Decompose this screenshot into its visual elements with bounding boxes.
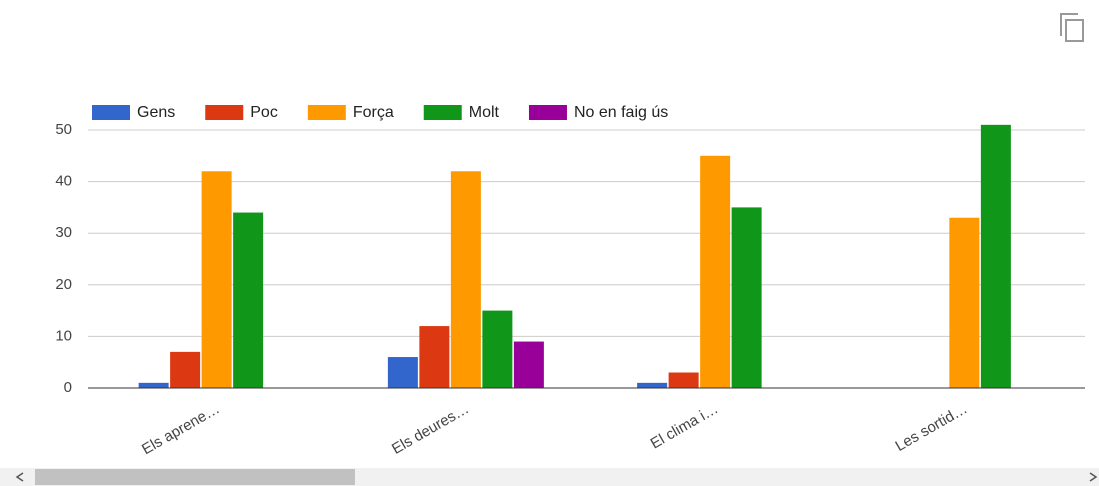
bar (949, 217, 980, 388)
x-tick-label: Els deures… (389, 400, 472, 458)
y-tick-label: 20 (55, 276, 72, 293)
legend-swatch (92, 105, 130, 120)
bar (170, 351, 201, 388)
bar (513, 341, 544, 388)
legend-label: Gens (137, 104, 175, 121)
scrollbar[interactable] (0, 468, 1099, 486)
copy-icon-back[interactable] (1060, 13, 1078, 36)
scroll-left[interactable] (15, 472, 24, 482)
bar (419, 326, 450, 388)
legend-swatch (307, 105, 346, 120)
bar (387, 357, 418, 388)
x-tick-label: El clima i… (648, 400, 721, 452)
y-tick-label: 0 (64, 379, 72, 396)
copy-icon-front[interactable] (1065, 19, 1084, 42)
bar (980, 124, 1011, 388)
legend-label: Molt (469, 104, 500, 121)
legend-label: No en faig ús (574, 104, 668, 121)
bar (637, 382, 668, 388)
legend-label: Poc (250, 104, 278, 121)
scrollbar-thumb[interactable] (35, 469, 355, 485)
legend-swatch (423, 105, 462, 120)
copy-icon[interactable] (1060, 13, 1084, 42)
scroll-right[interactable] (1089, 472, 1098, 482)
bar (668, 372, 699, 388)
y-tick-label: 40 (55, 173, 72, 190)
bar (233, 212, 264, 388)
x-tick-label: Els aprene… (139, 400, 223, 458)
bar (201, 171, 232, 388)
legend-swatch (205, 105, 244, 120)
legend-swatch (528, 105, 567, 120)
bar (731, 207, 762, 388)
x-tick-label: Les sortid… (893, 400, 971, 455)
bar (450, 171, 481, 388)
bar (700, 155, 731, 388)
y-tick-label: 10 (55, 327, 72, 344)
bar (482, 310, 513, 388)
y-tick-label: 50 (55, 121, 72, 138)
legend-label: Força (353, 104, 394, 121)
y-tick-label: 30 (55, 224, 72, 241)
bar (138, 382, 169, 388)
